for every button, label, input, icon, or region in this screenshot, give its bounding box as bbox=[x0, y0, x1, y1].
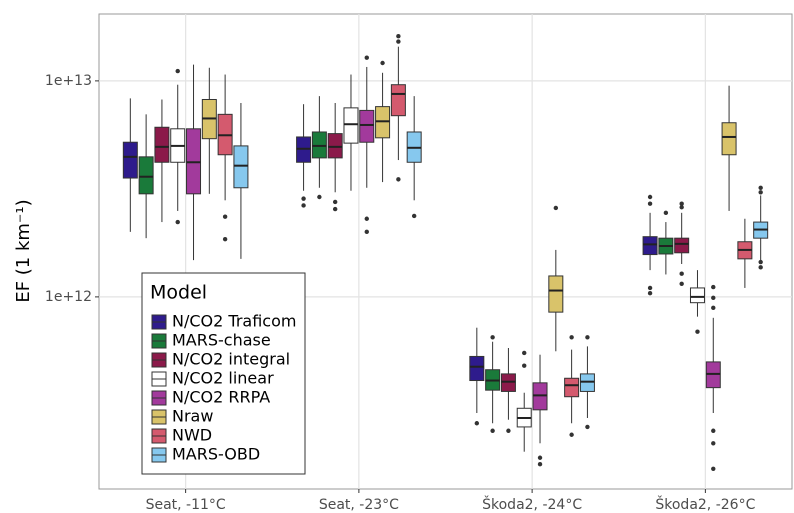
outlier bbox=[396, 34, 401, 39]
box bbox=[564, 377, 580, 398]
y-tick-label: 1e+13 bbox=[45, 73, 92, 89]
outlier bbox=[364, 229, 369, 235]
outlier bbox=[585, 424, 590, 430]
y-tick-label: 1e+12 bbox=[45, 289, 92, 305]
outlier bbox=[663, 210, 669, 216]
x-tick-label: Škoda2, -24°C bbox=[482, 495, 582, 513]
outlier bbox=[301, 196, 306, 201]
x-tick-label: Škoda2, -26°C bbox=[655, 495, 755, 513]
box bbox=[674, 237, 690, 254]
outlier bbox=[679, 205, 684, 210]
outlier bbox=[522, 350, 527, 356]
outlier bbox=[380, 60, 385, 66]
legend-label: NWD bbox=[172, 426, 212, 445]
box bbox=[233, 145, 249, 189]
outlier bbox=[490, 428, 495, 433]
box bbox=[642, 236, 658, 256]
outlier bbox=[222, 236, 228, 242]
legend-label: N/CO2 linear bbox=[172, 369, 274, 388]
outlier bbox=[364, 55, 369, 60]
outlier bbox=[569, 432, 574, 437]
box bbox=[548, 275, 564, 313]
outlier bbox=[396, 177, 401, 182]
outlier bbox=[175, 219, 180, 225]
box bbox=[343, 107, 359, 144]
box bbox=[359, 109, 375, 143]
legend-title: Model bbox=[150, 282, 207, 304]
outlier bbox=[679, 281, 684, 286]
box bbox=[469, 355, 485, 382]
box bbox=[689, 287, 705, 304]
outlier bbox=[758, 259, 763, 265]
legend-label: N/CO2 integral bbox=[172, 350, 290, 369]
legend-label: Nraw bbox=[172, 407, 213, 426]
outlier bbox=[490, 335, 495, 340]
outlier bbox=[332, 206, 338, 212]
outlier bbox=[711, 441, 716, 446]
outlier bbox=[522, 363, 527, 368]
box bbox=[390, 84, 406, 117]
y-axis-label: EF (1 km⁻¹) bbox=[13, 199, 34, 302]
x-tick-label: Seat, -11°C bbox=[146, 497, 226, 513]
outlier bbox=[411, 213, 417, 219]
outlier bbox=[647, 201, 653, 206]
outlier bbox=[679, 271, 684, 276]
outlier bbox=[711, 284, 716, 290]
legend-label: MARS-chase bbox=[172, 331, 271, 350]
outlier bbox=[569, 335, 574, 340]
box bbox=[721, 122, 737, 156]
outlier bbox=[175, 68, 180, 74]
outlier bbox=[537, 462, 543, 467]
legend-label: MARS-OBD bbox=[172, 445, 260, 464]
legend-box bbox=[141, 272, 306, 475]
outlier bbox=[679, 201, 684, 206]
outlier bbox=[711, 466, 716, 471]
outlier bbox=[537, 455, 543, 460]
outlier bbox=[222, 214, 228, 219]
x-tick-label: Seat, -23°C bbox=[319, 497, 399, 513]
outlier bbox=[585, 335, 590, 340]
box bbox=[154, 126, 170, 163]
outlier bbox=[647, 285, 653, 291]
outlier bbox=[474, 421, 480, 426]
box bbox=[138, 156, 154, 195]
outlier bbox=[364, 216, 369, 221]
outlier bbox=[396, 39, 401, 44]
outlier bbox=[647, 291, 653, 296]
outlier bbox=[332, 199, 338, 205]
outlier bbox=[506, 428, 511, 433]
outlier bbox=[301, 203, 306, 208]
outlier bbox=[711, 295, 716, 301]
outlier bbox=[553, 205, 559, 211]
outlier bbox=[695, 329, 700, 334]
legend-label: N/CO2 RRPA bbox=[172, 388, 270, 407]
outlier bbox=[711, 428, 716, 433]
outlier bbox=[711, 305, 716, 311]
outlier bbox=[317, 194, 322, 200]
box bbox=[122, 141, 138, 179]
outlier bbox=[758, 190, 763, 195]
outlier bbox=[758, 265, 763, 270]
outlier bbox=[758, 185, 763, 190]
legend-label: N/CO2 Traficom bbox=[172, 312, 296, 331]
outlier bbox=[647, 194, 653, 200]
box bbox=[327, 133, 343, 159]
